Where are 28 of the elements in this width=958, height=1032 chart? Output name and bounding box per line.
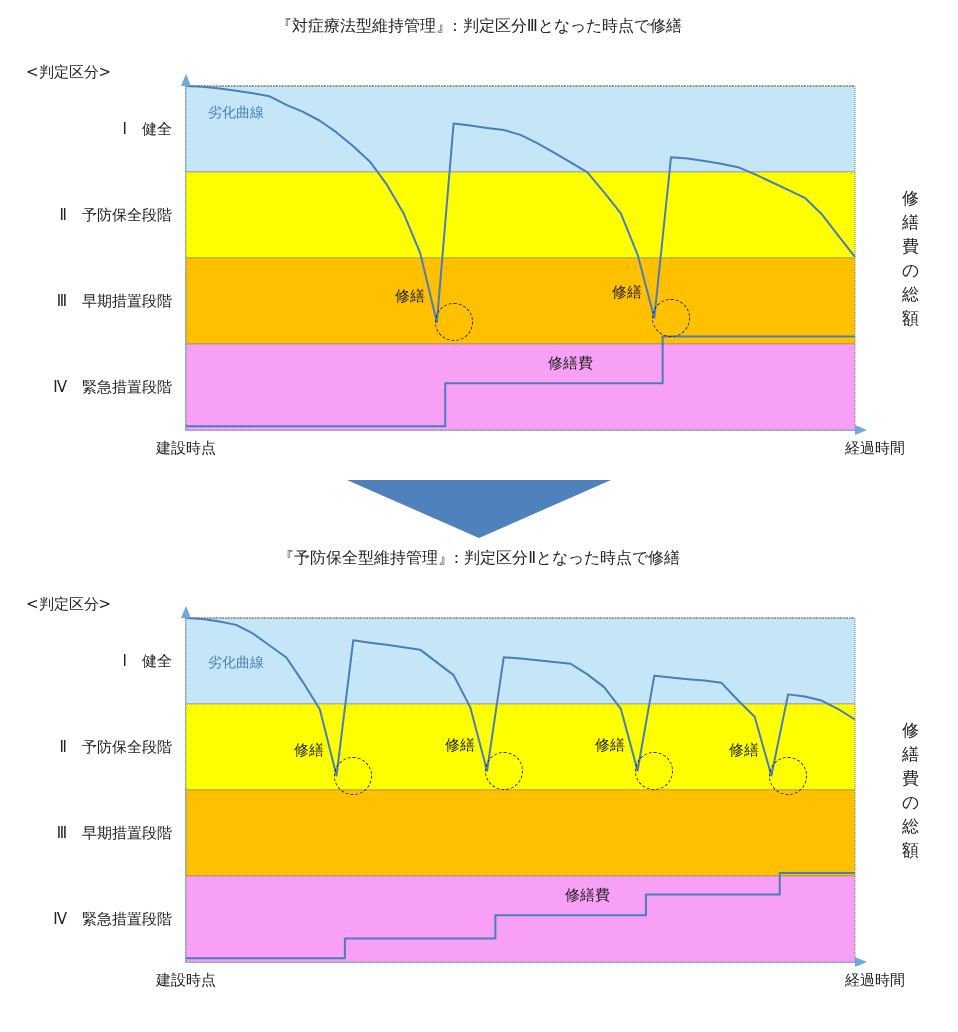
band-label: Ⅰ 健全	[122, 652, 172, 670]
band-label: Ⅲ 早期措置段階	[56, 292, 172, 310]
y-axis-title: <判定区分>	[26, 63, 112, 81]
series-label: 修繕費	[548, 354, 594, 373]
chart-title: 『予防保全型維持管理』: 判定区分Ⅱとなった時点で修繕	[277, 547, 681, 567]
text: 建設時点	[155, 439, 216, 457]
annotation: 修繕	[394, 287, 425, 306]
series-label: 劣化曲線	[207, 104, 264, 121]
chart-title: 『対症療法型維持管理』: 判定区分Ⅲとなった時点で修繕	[276, 15, 682, 35]
y-axis-title: <判定区分>	[26, 595, 112, 613]
band-label: Ⅳ 緊急措置段階	[53, 378, 172, 396]
band-label: Ⅱ 予防保全段階	[59, 738, 172, 756]
annotation: 修繕	[729, 740, 760, 759]
annotation: 修繕	[294, 740, 325, 759]
series-label: 修繕費	[564, 886, 610, 905]
band-label: Ⅰ 健全	[122, 120, 172, 138]
band-label: Ⅳ 緊急措置段階	[53, 910, 172, 928]
band-label: Ⅲ 早期措置段階	[56, 824, 172, 842]
text: 修繕費の総額	[900, 188, 919, 328]
text: 修繕費の総額	[900, 720, 919, 860]
series-label: 劣化曲線	[207, 653, 264, 670]
x-axis-title: 経過時間	[844, 971, 905, 989]
x-axis-title: 経過時間	[844, 439, 905, 457]
band-label: Ⅱ 予防保全段階	[59, 206, 172, 224]
annotation: 修繕	[612, 282, 643, 301]
text: 建設時点	[155, 971, 216, 989]
annotation: 修繕	[595, 735, 626, 754]
annotation: 修繕	[444, 735, 475, 754]
